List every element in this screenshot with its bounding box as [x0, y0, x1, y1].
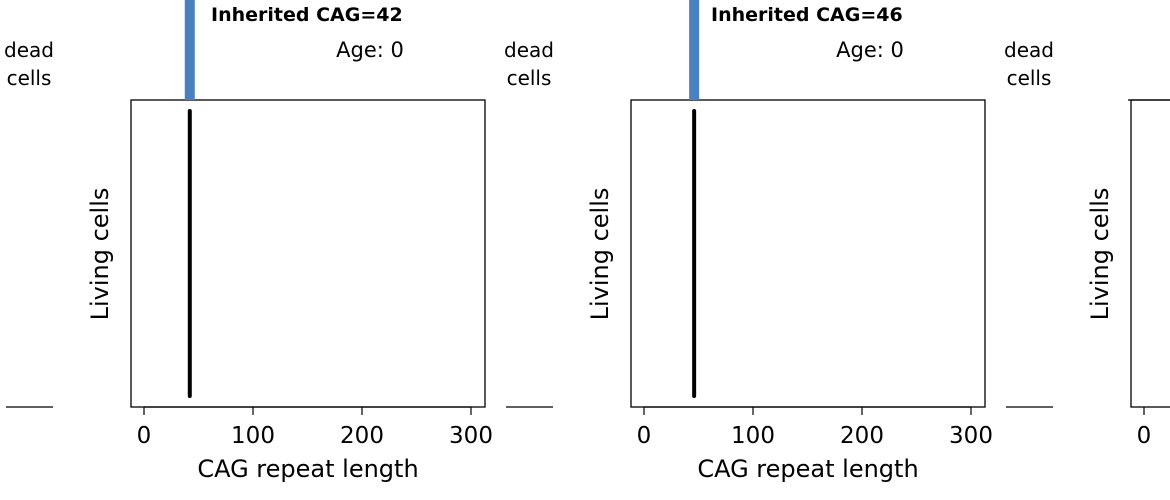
- x-tick-label: 200: [840, 423, 884, 449]
- inherited-cag-label: Inherited CAG=42: [211, 4, 403, 26]
- x-tick-label: 300: [949, 423, 993, 449]
- x-tick-label: 100: [731, 423, 775, 449]
- dead-cells-label: dead: [4, 38, 54, 62]
- x-tick-label: 0: [1137, 423, 1152, 449]
- y-axis-label: Living cells: [86, 188, 114, 321]
- x-axis-label: CAG repeat length: [197, 455, 418, 483]
- dead-cells-label: dead: [504, 38, 554, 62]
- inherited-cag-label: Inherited CAG=46: [711, 4, 903, 26]
- x-tick-label: 200: [340, 423, 384, 449]
- dead-cells-bar: [184, 0, 195, 100]
- x-tick-label: 300: [449, 423, 493, 449]
- age-label: Age: 0: [336, 38, 404, 62]
- plot-frame: [130, 99, 486, 408]
- dead-cells-bar: [689, 0, 700, 100]
- dead-cells-label: dead: [1004, 38, 1054, 62]
- plot-frame: [1130, 99, 1170, 408]
- y-axis-label: Living cells: [586, 188, 614, 321]
- x-tick-label: 100: [231, 423, 275, 449]
- y-axis-label: Living cells: [1086, 188, 1114, 321]
- x-tick-label: 0: [137, 423, 152, 449]
- x-axis-label: CAG repeat length: [697, 455, 918, 483]
- dead-cells-label: cells: [507, 66, 552, 90]
- dead-cells-label: cells: [1007, 66, 1052, 90]
- x-tick-label: 0: [637, 423, 652, 449]
- plot-frame: [630, 99, 986, 408]
- age-label: Age: 0: [836, 38, 904, 62]
- dead-cells-label: cells: [7, 66, 52, 90]
